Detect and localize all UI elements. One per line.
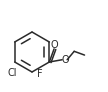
Text: O: O xyxy=(61,55,69,65)
Text: F: F xyxy=(37,69,43,79)
Text: Cl: Cl xyxy=(8,68,17,78)
Text: O: O xyxy=(50,40,58,50)
